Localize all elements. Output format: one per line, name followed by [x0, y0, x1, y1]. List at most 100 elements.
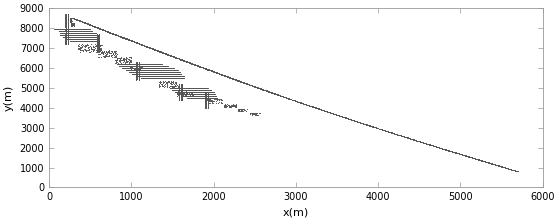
Point [277, 94, 286, 98]
Point [145, 46, 154, 50]
Point [59, 29, 68, 33]
Point [415, 140, 424, 143]
Point [116, 35, 125, 38]
Point [202, 86, 211, 90]
Point [216, 72, 225, 76]
Point [192, 86, 201, 90]
Point [118, 66, 127, 69]
Point [81, 29, 90, 33]
Point [134, 70, 143, 74]
Point [138, 68, 146, 72]
Point [132, 71, 141, 74]
Point [146, 46, 155, 50]
Point [318, 108, 327, 112]
Point [119, 36, 127, 39]
Point [432, 145, 441, 149]
Point [99, 55, 108, 59]
Point [189, 96, 198, 100]
Point [96, 27, 105, 30]
Point [160, 66, 169, 70]
Point [394, 133, 403, 137]
Point [167, 72, 176, 75]
Point [178, 76, 187, 79]
Point [151, 68, 160, 71]
Point [492, 163, 501, 167]
Point [131, 40, 140, 44]
Point [245, 111, 254, 115]
Point [205, 90, 214, 94]
Point [291, 99, 300, 103]
Point [150, 62, 159, 66]
Point [242, 109, 251, 113]
Point [206, 90, 215, 93]
Point [92, 47, 101, 50]
Point [69, 39, 78, 43]
Point [380, 129, 389, 132]
Point [165, 76, 174, 80]
Point [312, 106, 321, 110]
Point [83, 33, 92, 37]
Point [481, 160, 490, 164]
Point [100, 29, 109, 33]
Point [107, 31, 116, 34]
Point [207, 94, 216, 97]
Point [70, 17, 79, 20]
Point [193, 64, 202, 67]
Point [64, 39, 73, 42]
Point [204, 68, 213, 71]
Point [74, 30, 83, 33]
Point [64, 32, 73, 35]
Point [197, 92, 206, 95]
Point [70, 27, 79, 31]
Point [256, 87, 265, 90]
Point [71, 32, 80, 35]
Point [177, 94, 186, 97]
Point [159, 74, 168, 78]
Point [88, 40, 97, 43]
Point [216, 73, 225, 76]
Point [74, 29, 83, 33]
Point [409, 138, 418, 141]
Point [451, 151, 459, 154]
Point [283, 96, 292, 100]
Point [83, 28, 92, 31]
Point [61, 22, 70, 26]
Point [193, 64, 202, 67]
Point [159, 76, 168, 79]
Point [80, 21, 89, 25]
Point [175, 70, 184, 74]
Point [150, 70, 159, 74]
Point [173, 86, 182, 89]
Point [174, 87, 183, 91]
Point [94, 44, 103, 47]
Point [372, 126, 381, 130]
Point [178, 90, 187, 93]
Point [378, 128, 387, 131]
Point [132, 74, 141, 78]
Point [84, 22, 93, 26]
Point [170, 55, 179, 59]
Point [154, 66, 163, 70]
Point [176, 86, 185, 89]
Point [205, 92, 214, 96]
Point [430, 145, 439, 148]
Point [195, 92, 204, 96]
Point [64, 20, 73, 23]
Point [164, 79, 173, 83]
Point [126, 62, 135, 66]
Point [492, 163, 501, 167]
Point [206, 96, 215, 99]
Point [121, 60, 130, 64]
Point [167, 72, 176, 76]
Point [138, 68, 146, 71]
Point [247, 83, 256, 87]
Point [134, 74, 143, 77]
Point [314, 107, 323, 110]
Point [79, 37, 88, 41]
Point [61, 29, 70, 33]
Point [199, 92, 208, 95]
Point [129, 40, 138, 43]
Point [90, 25, 99, 28]
Point [179, 88, 188, 91]
Point [164, 70, 173, 73]
